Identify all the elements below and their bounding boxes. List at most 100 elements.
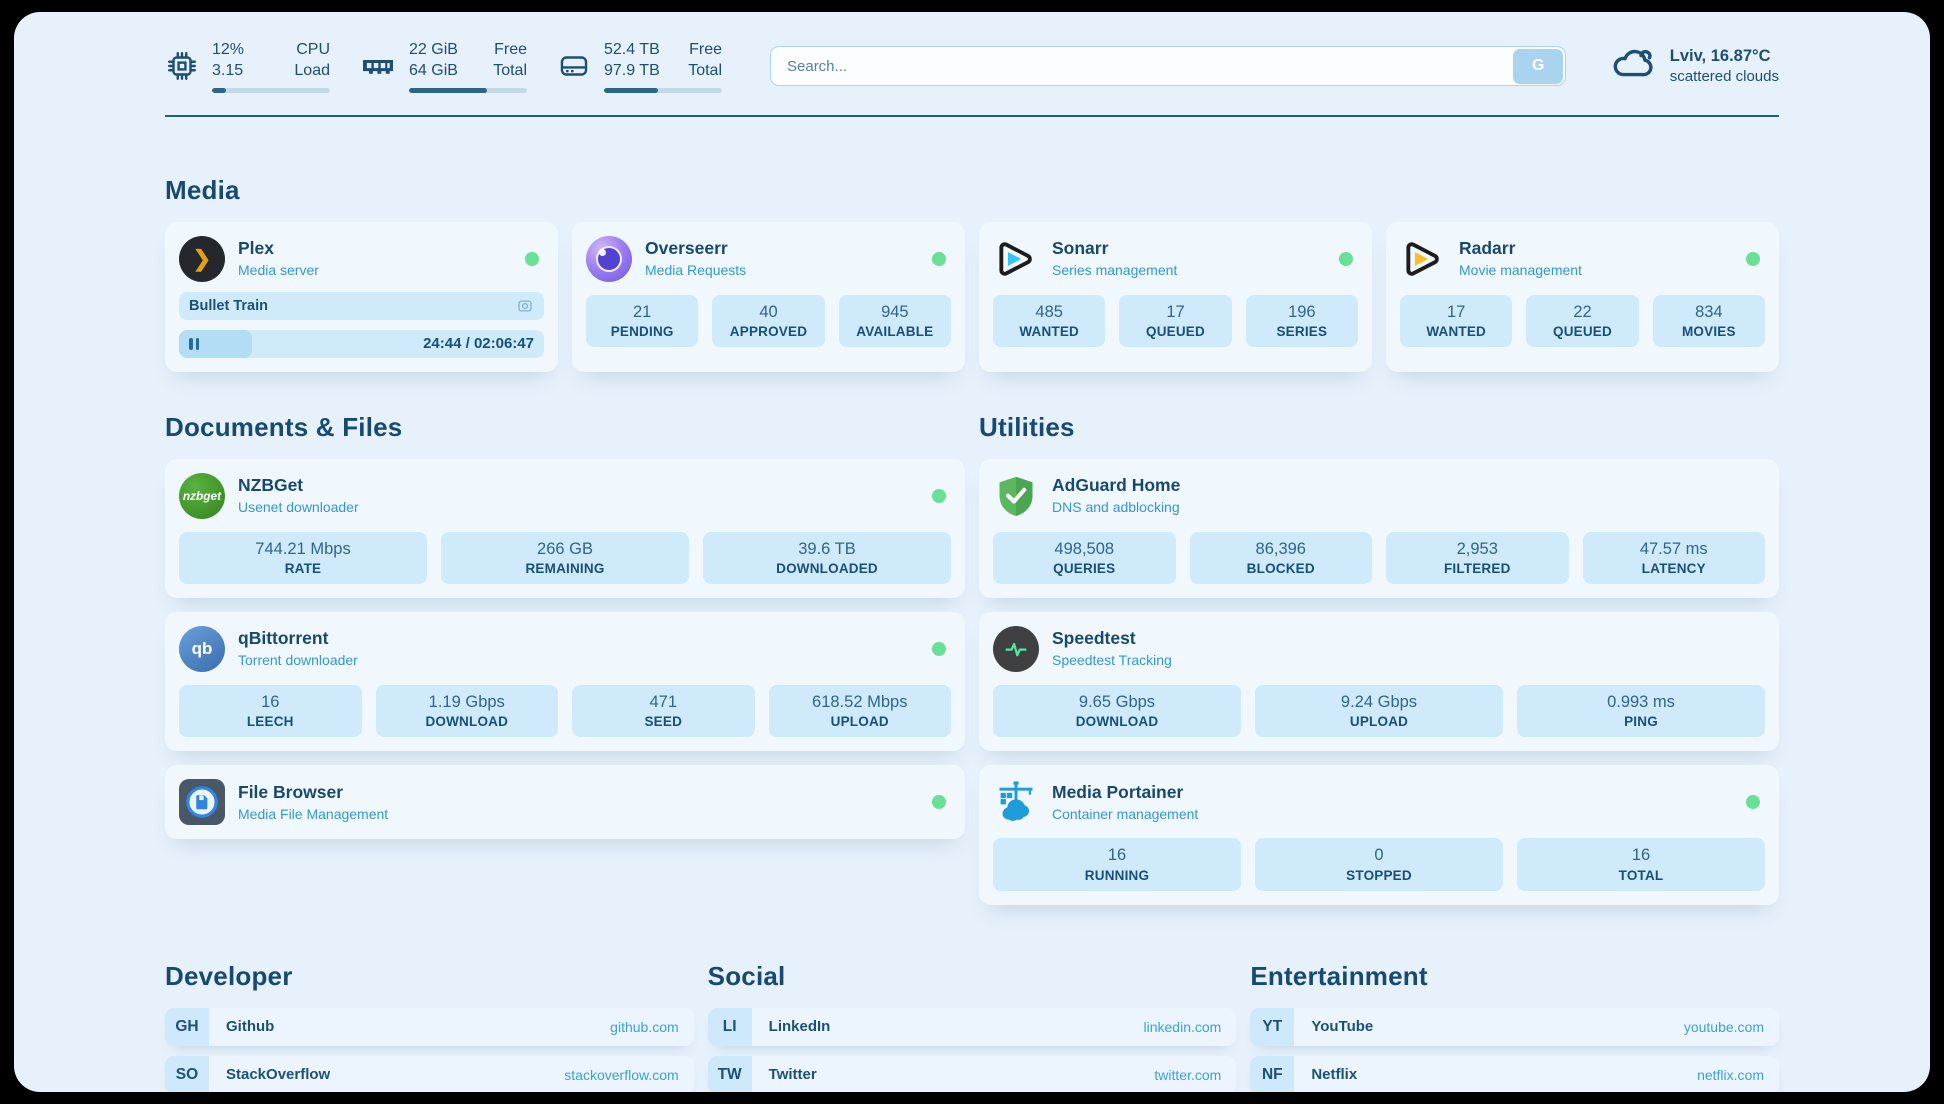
qbittorrent-icon: qb — [179, 626, 225, 673]
plex-icon: ❯ — [179, 235, 225, 282]
app-card-radarr[interactable]: Radarr Movie management 17 WANTED 22 QUE… — [1386, 221, 1779, 372]
ram-progressbar — [409, 87, 527, 93]
stat-tile: 945 AVAILABLE — [838, 294, 951, 348]
cpu-label-bottom: Load — [294, 61, 330, 79]
app-subtitle: Media server — [238, 261, 319, 278]
bookmark-url: youtube.com — [1683, 1018, 1764, 1035]
weather-widget: Lviv, 16.87°C scattered clouds — [1610, 41, 1779, 92]
stat-tile: 9.24 Gbps UPLOAD — [1255, 685, 1503, 738]
status-dot — [932, 488, 946, 503]
stat-tile: 744.21 Mbps RATE — [179, 531, 427, 585]
app-card-speedtest[interactable]: Speedtest Speedtest Tracking 9.65 Gbps D… — [979, 612, 1779, 752]
stat-tile: 16 RUNNING — [993, 838, 1241, 891]
bookmark-url: github.com — [610, 1018, 679, 1035]
section-title-documents: Documents & Files — [165, 411, 403, 442]
bookmark-abbr: LI — [707, 1007, 752, 1046]
bookmark-abbr: GH — [165, 1007, 209, 1046]
stat-tile: 196 SERIES — [1245, 294, 1358, 348]
bookmark-linkedin[interactable]: LI LinkedIn linkedin.com — [707, 1007, 1237, 1046]
disk-total-value: 97.9 TB — [604, 61, 660, 79]
cpu-stat: 12% 3.15 CPU Load — [165, 40, 330, 93]
stat-tile: 0 STOPPED — [1255, 838, 1503, 891]
now-playing-row: Bullet Train — [179, 291, 544, 320]
bookmark-twitter[interactable]: TW Twitter twitter.com — [707, 1055, 1237, 1092]
section-developer: Developer GH Github github.com SO StackO… — [165, 961, 694, 1092]
disk-label-bottom: Total — [688, 61, 722, 79]
app-card-qbittorrent[interactable]: qb qBittorrent Torrent downloader 16 LEE… — [165, 612, 965, 752]
bookmark-github[interactable]: GH Github github.com — [165, 1007, 694, 1046]
overseerr-icon — [586, 235, 632, 282]
stat-tile: 0.993 ms PING — [1517, 685, 1765, 738]
app-subtitle: Container management — [1052, 805, 1199, 822]
cpu-progressbar — [212, 87, 330, 93]
now-playing-title: Bullet Train — [189, 297, 268, 314]
bookmark-stackoverflow[interactable]: SO StackOverflow stackoverflow.com — [165, 1055, 694, 1092]
app-card-nzbget[interactable]: nzbget NZBGet Usenet downloader 744.21 M… — [165, 458, 965, 599]
stat-tile: 86,396 BLOCKED — [1189, 531, 1372, 585]
search-engine-button[interactable]: G — [1513, 48, 1564, 84]
bookmark-youtube[interactable]: YT YouTube youtube.com — [1250, 1007, 1779, 1046]
cpu-label-top: CPU — [296, 41, 330, 58]
playback-time: 24:44 / 02:06:47 — [423, 335, 534, 353]
stat-tile: 485 WANTED — [993, 294, 1106, 348]
app-subtitle: Torrent downloader — [238, 652, 358, 669]
status-dot — [1339, 251, 1353, 266]
stat-tile: 21 PENDING — [586, 294, 699, 348]
stat-tile: 16 LEECH — [179, 685, 362, 738]
sonarr-icon — [993, 236, 1039, 282]
app-name: Sonarr — [1052, 237, 1109, 258]
portainer-icon — [993, 779, 1039, 825]
stat-tile: 266 GB REMAINING — [441, 531, 689, 585]
dashboard-panel: 12% 3.15 CPU Load — [14, 12, 1930, 1092]
app-card-adguard[interactable]: AdGuard Home DNS and adblocking 498,508 … — [979, 458, 1779, 599]
stat-tile: 9.65 Gbps DOWNLOAD — [993, 685, 1241, 738]
app-card-sonarr[interactable]: Sonarr Series management 485 WANTED 17 Q… — [979, 221, 1372, 372]
app-name: File Browser — [238, 781, 344, 802]
stat-tile: 17 WANTED — [1400, 294, 1513, 348]
radarr-icon — [1400, 236, 1446, 282]
video-icon — [516, 297, 534, 315]
bookmark-name: LinkedIn — [768, 1018, 831, 1036]
ram-icon — [360, 48, 396, 84]
section-social: Social LI LinkedIn linkedin.com TW Twitt… — [707, 961, 1237, 1092]
svg-text:nzbget: nzbget — [183, 489, 222, 503]
stat-tile: 40 APPROVED — [712, 294, 825, 348]
bookmark-url: linkedin.com — [1143, 1018, 1222, 1035]
section-media: Media ❯ Plex Media server Bullet Train — [165, 175, 1779, 372]
section-documents: Documents & Files nzbget NZBGet Usenet d… — [165, 412, 965, 840]
disk-stat: 52.4 TB 97.9 TB Free Total — [557, 40, 722, 93]
app-card-filebrowser[interactable]: File Browser Media File Management — [165, 765, 965, 840]
stat-tile: 498,508 QUERIES — [993, 531, 1176, 585]
header-divider — [165, 114, 1779, 117]
cpu-percent: 12% — [212, 41, 245, 58]
section-title-media: Media — [165, 174, 240, 205]
bookmark-url: twitter.com — [1154, 1066, 1222, 1083]
bookmark-name: Github — [226, 1018, 275, 1036]
ram-total-value: 64 GiB — [409, 61, 458, 79]
bookmark-netflix[interactable]: NF Netflix netflix.com — [1250, 1055, 1779, 1092]
bookmark-abbr: TW — [707, 1055, 752, 1092]
stat-tile: 47.57 ms LATENCY — [1582, 531, 1765, 585]
app-name: Plex — [238, 237, 274, 258]
status-dot — [932, 642, 946, 657]
bookmark-name: YouTube — [1311, 1018, 1374, 1036]
ram-stat: 22 GiB 64 GiB Free Total — [360, 40, 527, 93]
bookmark-url: netflix.com — [1697, 1066, 1764, 1083]
bookmark-name: StackOverflow — [226, 1066, 331, 1084]
section-title-utilities: Utilities — [979, 411, 1075, 442]
app-name: Overseerr — [645, 237, 728, 258]
stat-tile: 471 SEED — [572, 685, 755, 738]
pause-icon[interactable] — [189, 337, 199, 350]
app-subtitle: Speedtest Tracking — [1052, 652, 1172, 669]
topbar: 12% 3.15 CPU Load — [165, 40, 1779, 93]
disk-progressbar — [604, 87, 722, 93]
app-name: qBittorrent — [238, 628, 329, 649]
app-card-plex[interactable]: ❯ Plex Media server Bullet Train — [165, 221, 558, 372]
app-card-overseerr[interactable]: Overseerr Media Requests 21 PENDING 40 A… — [572, 221, 965, 372]
app-card-portainer[interactable]: Media Portainer Container management 16 … — [979, 765, 1779, 905]
stat-tile: 618.52 Mbps UPLOAD — [768, 685, 951, 738]
bookmark-name: Twitter — [768, 1066, 817, 1084]
search-input[interactable] — [770, 46, 1566, 87]
status-dot — [932, 795, 946, 810]
app-subtitle: DNS and adblocking — [1052, 498, 1180, 515]
